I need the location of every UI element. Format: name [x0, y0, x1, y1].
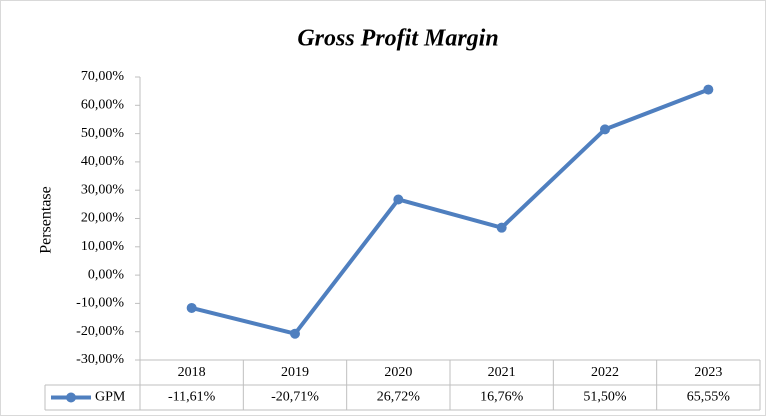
legend-label: GPM: [95, 390, 126, 405]
y-tick-label: 40,00%: [81, 154, 125, 169]
data-table-value: -11,61%: [168, 390, 216, 405]
data-point: [703, 84, 714, 95]
y-tick-label: 0,00%: [88, 267, 125, 282]
data-table-value: -20,71%: [271, 390, 319, 405]
data-table-value: 51,50%: [583, 390, 627, 405]
x-tick-label: 2019: [281, 365, 309, 380]
series-line: [191, 87, 710, 336]
data-table-value: 16,76%: [480, 390, 524, 405]
y-tick-label: 60,00%: [81, 98, 125, 113]
y-tick-label: -30,00%: [76, 352, 124, 367]
y-tick-label: 30,00%: [81, 182, 125, 197]
x-tick-label: 2023: [694, 365, 722, 380]
y-tick-label: -10,00%: [76, 296, 124, 311]
data-table-value: 26,72%: [377, 390, 421, 405]
data-point: [186, 302, 197, 313]
legend-marker: [66, 392, 76, 403]
x-tick-label: 2018: [178, 365, 206, 380]
x-tick-label: 2022: [591, 365, 619, 380]
y-tick-label: 20,00%: [81, 211, 125, 226]
y-tick-label: 50,00%: [81, 126, 125, 141]
x-tick-label: 2020: [384, 365, 412, 380]
chart-title: Gross Profit Margin: [297, 26, 498, 52]
y-tick-label: 10,00%: [81, 239, 125, 254]
data-point: [290, 328, 300, 339]
y-tick-label: 70,00%: [81, 69, 125, 84]
data-point: [496, 222, 507, 233]
x-tick-label: 2021: [488, 365, 516, 380]
data-table-value: 65,55%: [687, 390, 731, 405]
data-point: [393, 194, 404, 205]
y-axis-label: Persentase: [38, 186, 55, 254]
y-tick-label: -20,00%: [76, 324, 124, 339]
data-point: [600, 124, 610, 135]
